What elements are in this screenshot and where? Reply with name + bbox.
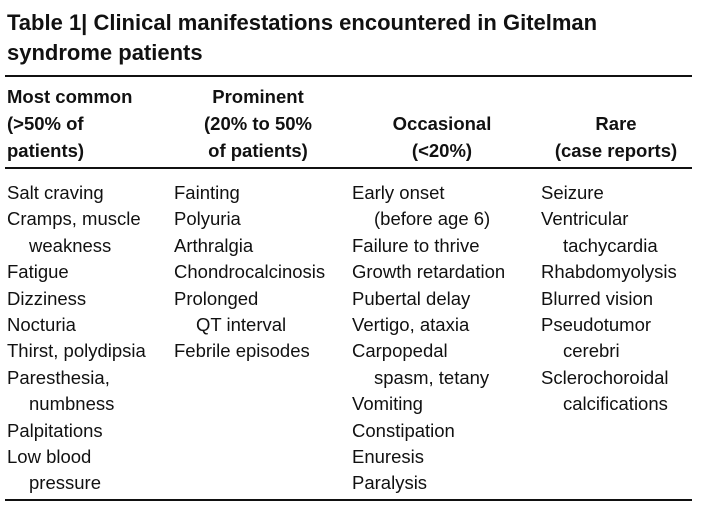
item: Palpitations (7, 418, 146, 444)
item: Failure to thrive (352, 233, 505, 259)
item: Constipation (352, 418, 505, 444)
item: Seizure (541, 180, 677, 206)
item: Blurred vision (541, 286, 677, 312)
title-line: syndrome patients (7, 40, 203, 65)
item: Salt craving (7, 180, 146, 206)
title-line: Table 1| Clinical manifestations encount… (7, 10, 598, 35)
header-line: Most common (7, 86, 133, 107)
item: Low blood pressure (7, 444, 146, 497)
header-line: (<20%) (411, 140, 473, 161)
item-line: weakness (29, 234, 112, 256)
item: Pseudotumor cerebri (541, 312, 677, 365)
item-line: Carpopedal (352, 340, 448, 362)
item: Sclerochoroidal calcifications (541, 365, 677, 418)
table-title: Table 1| Clinical manifestations encount… (7, 8, 597, 68)
item-line: Growth retardation (352, 261, 506, 283)
item-line: Palpitations (7, 419, 103, 441)
top-rule (5, 75, 692, 77)
item-line: Febrile episodes (174, 340, 310, 362)
item-line: Polyuria (174, 208, 241, 230)
item: Prolonged QT interval (174, 286, 325, 339)
header-line: (20% to 50% (204, 113, 312, 134)
header-line: Occasional (392, 113, 492, 134)
item-line: Seizure (541, 182, 604, 203)
item-line: Pubertal delay (352, 287, 471, 309)
item: Paresthesia, numbness (7, 365, 146, 418)
header-rule (5, 167, 692, 169)
column-items: Early onset (before age 6) Failure to thri… (352, 180, 505, 497)
column-header: Prominent (20% to 50% of patients) (174, 84, 342, 164)
item-line: Ventricular (541, 208, 629, 230)
item-line: (before age 6) (374, 208, 491, 230)
header-line: of patients) (208, 140, 308, 161)
item: Enuresis (352, 444, 505, 470)
item-line: Arthralgia (174, 234, 254, 256)
column-header: Rare (case reports) (541, 84, 691, 164)
item-line: Blurred vision (541, 287, 654, 309)
item: Early onset (before age 6) (352, 180, 505, 233)
item-line: Low blood (7, 446, 92, 468)
item: Nocturia (7, 312, 146, 338)
item-line: Fatigue (7, 261, 69, 283)
item-line: cerebri (563, 340, 620, 362)
item: Pubertal delay (352, 286, 505, 312)
item-line: Sclerochoroidal (541, 366, 669, 388)
column-items: Fainting Polyuria Arthralgia Chondrocalcino… (174, 180, 325, 365)
item-line: spasm, tetany (374, 366, 490, 388)
item-line: pressure (29, 472, 101, 494)
item-line: Vertigo, ataxia (352, 314, 470, 336)
column-header: Most common (>50% of patients) (7, 84, 132, 164)
item: Chondrocalcinosis (174, 259, 325, 285)
column-header: Occasional (<20%) (352, 84, 532, 164)
item: Fatigue (7, 259, 146, 285)
item: Polyuria (174, 206, 325, 232)
item-line: Failure to thrive (352, 234, 480, 256)
item: Febrile episodes (174, 338, 325, 364)
column-items: Salt craving Cramps, muscle weakness Fatigu… (7, 180, 146, 497)
bottom-rule (5, 499, 692, 501)
item-line: tachycardia (563, 234, 658, 256)
item: Ventricular tachycardia (541, 206, 677, 259)
item: Arthralgia (174, 233, 325, 259)
item: Rhabdomyolysis (541, 259, 677, 285)
item: Paralysis (352, 470, 505, 496)
item-line: Rhabdomyolysis (541, 261, 677, 283)
item-line: Nocturia (7, 314, 76, 336)
header-line: Rare (595, 113, 637, 134)
item-line: QT interval (196, 314, 287, 336)
item-line: numbness (29, 393, 115, 415)
item-line: Fainting (174, 182, 240, 203)
item: Vertigo, ataxia (352, 312, 505, 338)
header-line: Prominent (212, 86, 304, 107)
item-line: Enuresis (352, 446, 424, 468)
item: Vomiting (352, 391, 505, 417)
item-line: Prolonged (174, 287, 259, 309)
header-line: (case reports) (554, 140, 678, 161)
item-line: Paralysis (352, 472, 428, 494)
item-line: Pseudotumor (541, 314, 652, 336)
item: Dizziness (7, 286, 146, 312)
item-line: Cramps, muscle (7, 208, 141, 230)
item-line: Paresthesia, (7, 366, 110, 388)
item-line: Dizziness (7, 287, 87, 309)
item-line: Salt craving (7, 182, 104, 203)
item: Carpopedal spasm, tetany (352, 338, 505, 391)
column-items: Seizure Ventricular tachycardia Rhabdomyoly… (541, 180, 677, 418)
item: Growth retardation (352, 259, 505, 285)
header-line: (>50% of (7, 113, 84, 134)
item-line: calcifications (563, 393, 668, 415)
item-line: Constipation (352, 419, 455, 441)
item-line: Vomiting (352, 393, 423, 415)
item-line: Thirst, polydipsia (7, 340, 146, 362)
item: Cramps, muscle weakness (7, 206, 146, 259)
item: Fainting (174, 180, 325, 206)
item-line: Chondrocalcinosis (174, 261, 326, 283)
header-line: patients) (7, 140, 85, 161)
item-line: Early onset (352, 182, 445, 203)
item: Thirst, polydipsia (7, 338, 146, 364)
